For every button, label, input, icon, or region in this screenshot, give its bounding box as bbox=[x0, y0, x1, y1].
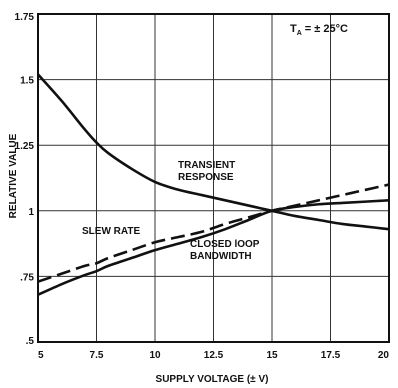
temperature-value: = ± 25°C bbox=[305, 23, 348, 35]
x-tick-label: 20 bbox=[378, 350, 390, 361]
x-axis-label: SUPPLY VOLTAGE (± V) bbox=[156, 374, 269, 385]
y-tick-label: 1.5 bbox=[20, 76, 34, 87]
plot-frame bbox=[37, 13, 390, 343]
y-tick-label: 1 bbox=[28, 207, 34, 218]
y-tick-label: .75 bbox=[20, 272, 34, 283]
transient-response-curve bbox=[37, 73, 390, 231]
x-tick-label: 15 bbox=[266, 350, 278, 361]
tick-labels: 5 7.5 10 12.5 15 17.5 20 .5 .75 1 1.25 1.5 1.75 bbox=[15, 12, 390, 361]
closed-loop-bandwidth-curve bbox=[37, 199, 390, 296]
y-tick-label: 1.75 bbox=[15, 12, 35, 23]
y-axis-label: RELATIVE VALUE bbox=[8, 133, 19, 218]
x-tick-label: 7.5 bbox=[90, 350, 104, 361]
closed-loop-bandwidth-line-2: BANDWIDTH bbox=[190, 251, 252, 262]
x-tick-label: 5 bbox=[38, 350, 44, 361]
x-tick-label: 17.5 bbox=[321, 350, 341, 361]
transient-response-line-1: TRANSIENT bbox=[178, 160, 235, 171]
x-tick-label: 10 bbox=[149, 350, 161, 361]
series-layer bbox=[37, 73, 390, 296]
temperature-symbol: T bbox=[290, 23, 297, 35]
transient-response-line-2: RESPONSE bbox=[178, 172, 234, 183]
slew-rate-line-1: SLEW RATE bbox=[82, 226, 140, 237]
transient-response-label: TRANSIENT RESPONSE bbox=[178, 160, 238, 183]
slew-rate-curve bbox=[37, 183, 390, 283]
temperature-note: TA = ± 25°C bbox=[290, 23, 348, 37]
slew-rate-label: SLEW RATE bbox=[82, 226, 140, 237]
x-tick-label: 12.5 bbox=[204, 350, 224, 361]
temperature-subscript: A bbox=[297, 30, 302, 37]
y-tick-label: 1.25 bbox=[15, 141, 35, 152]
closed-loop-bandwidth-line-1: CLOSED lOOP bbox=[190, 239, 260, 250]
closed-loop-bandwidth-label: CLOSED lOOP BANDWIDTH bbox=[190, 239, 262, 262]
y-tick-label: .5 bbox=[26, 336, 35, 347]
